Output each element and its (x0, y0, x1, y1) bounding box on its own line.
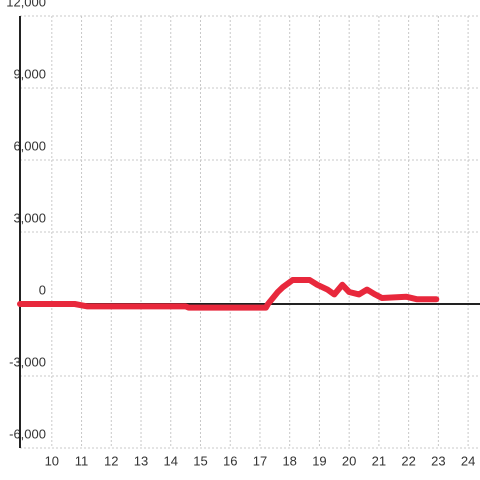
y-tick-label: 0 (39, 282, 46, 297)
x-tick-label: 21 (372, 453, 386, 468)
x-tick-label: 20 (342, 453, 356, 468)
y-tick-label: 6,000 (13, 138, 46, 153)
y-tick-label: 12,000 (6, 0, 46, 9)
x-tick-label: 13 (134, 453, 148, 468)
x-tick-label: 24 (461, 453, 475, 468)
x-tick-label: 16 (223, 453, 237, 468)
y-tick-label: -6,000 (9, 426, 46, 441)
x-tick-label: 10 (45, 453, 59, 468)
x-tick-label: 17 (253, 453, 267, 468)
y-tick-label: -3,000 (9, 354, 46, 369)
y-tick-label: 3,000 (13, 210, 46, 225)
y-tick-label: 9,000 (13, 66, 46, 81)
x-tick-label: 15 (193, 453, 207, 468)
x-tick-label: 18 (282, 453, 296, 468)
x-tick-label: 11 (75, 453, 89, 468)
x-tick-label: 22 (401, 453, 415, 468)
x-tick-label: 23 (431, 453, 445, 468)
data-line (17, 277, 440, 311)
x-tick-label: 14 (164, 453, 178, 468)
x-tick-label: 12 (104, 453, 118, 468)
x-tick-label: 19 (312, 453, 326, 468)
